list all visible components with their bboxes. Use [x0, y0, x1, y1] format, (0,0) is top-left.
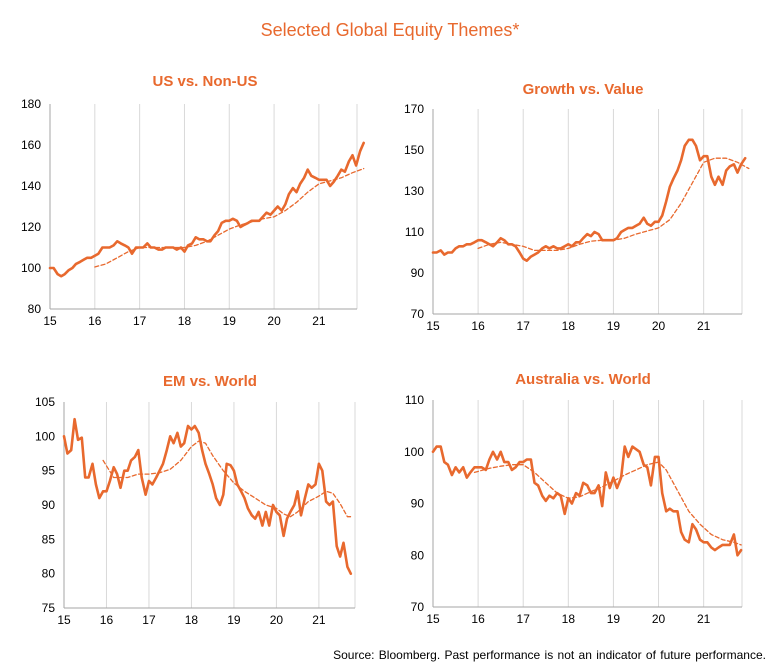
chart-title: US vs. Non-US — [152, 73, 257, 90]
y-tick-label: 95 — [42, 464, 56, 478]
chart-title: EM vs. World — [163, 373, 257, 390]
y-tick-label: 70 — [411, 307, 425, 321]
x-tick-label: 16 — [88, 314, 102, 328]
y-tick-label: 140 — [21, 179, 41, 193]
x-tick-label: 15 — [426, 612, 440, 626]
x-tick-label: 17 — [517, 319, 531, 333]
x-tick-label: 16 — [471, 612, 485, 626]
chart-panel-4: Australia vs. World 15 16 17 18 19 20 21 70 80 90 1… — [404, 371, 743, 626]
x-tick-label: 19 — [607, 319, 621, 333]
x-tick-label: 18 — [178, 314, 192, 328]
y-tick-label: 180 — [21, 97, 41, 111]
x-tick-label: 20 — [270, 613, 284, 627]
y-tick-label: 85 — [42, 532, 56, 546]
relative-performance-line — [48, 141, 366, 278]
x-tick-label: 20 — [652, 319, 666, 333]
x-tick-label: 18 — [562, 612, 576, 626]
moving-average-line — [473, 461, 742, 546]
x-tick-label: 21 — [697, 612, 711, 626]
chart-panel-2: Growth vs. Value 15 16 17 18 19 20 21 70 90 110 130… — [404, 81, 750, 333]
moving-average-line — [102, 440, 352, 518]
y-tick-label: 170 — [404, 102, 424, 116]
relative-performance-line — [431, 138, 747, 263]
y-tick-label: 80 — [411, 548, 425, 562]
y-tick-label: 100 — [21, 261, 41, 275]
y-tick-label: 90 — [411, 497, 425, 511]
main-title: Selected Global Equity Themes* — [260, 20, 520, 40]
y-tick-label: 150 — [404, 143, 424, 157]
y-tick-label: 130 — [404, 184, 424, 198]
x-tick-label: 18 — [185, 613, 199, 627]
y-tick-label: 120 — [21, 220, 41, 234]
relative-performance-line — [431, 445, 743, 557]
chart-panel-1: US vs. Non-US 15 16 17 18 19 20 21 80 100 120 140 16… — [21, 73, 366, 328]
x-tick-label: 20 — [267, 314, 281, 328]
y-tick-label: 80 — [28, 302, 42, 316]
y-tick-label: 75 — [42, 601, 56, 615]
x-tick-label: 15 — [43, 314, 57, 328]
y-tick-label: 160 — [21, 138, 41, 152]
x-tick-label: 21 — [697, 319, 711, 333]
x-tick-label: 18 — [562, 319, 576, 333]
chart-panel-3: EM vs. World 15 16 17 18 19 20 21 75 80 85 90 95 100 1… — [35, 373, 356, 627]
x-tick-label: 21 — [312, 314, 326, 328]
y-tick-label: 100 — [35, 429, 55, 443]
x-tick-label: 16 — [471, 319, 485, 333]
y-tick-label: 90 — [411, 266, 425, 280]
x-tick-label: 15 — [57, 613, 71, 627]
x-tick-label: 19 — [223, 314, 237, 328]
x-tick-label: 16 — [100, 613, 114, 627]
y-tick-label: 100 — [404, 445, 424, 459]
y-tick-label: 80 — [42, 567, 56, 581]
y-tick-label: 110 — [405, 393, 424, 407]
x-tick-label: 19 — [227, 613, 241, 627]
chart-title: Australia vs. World — [515, 371, 651, 388]
source-note: Source: Bloomberg. Past performance is n… — [333, 648, 766, 662]
relative-performance-line — [62, 417, 353, 576]
x-tick-label: 17 — [142, 613, 156, 627]
moving-average-line — [94, 167, 365, 268]
chart-title: Growth vs. Value — [523, 81, 644, 98]
y-tick-label: 70 — [411, 600, 425, 614]
moving-average-line — [477, 157, 750, 252]
x-tick-label: 19 — [607, 612, 621, 626]
y-tick-label: 105 — [35, 395, 55, 409]
y-tick-label: 90 — [42, 498, 56, 512]
x-tick-label: 21 — [312, 613, 326, 627]
x-tick-label: 20 — [652, 612, 666, 626]
x-tick-label: 15 — [426, 319, 440, 333]
y-tick-label: 110 — [405, 225, 424, 239]
x-tick-label: 17 — [517, 612, 531, 626]
x-tick-label: 17 — [133, 314, 147, 328]
